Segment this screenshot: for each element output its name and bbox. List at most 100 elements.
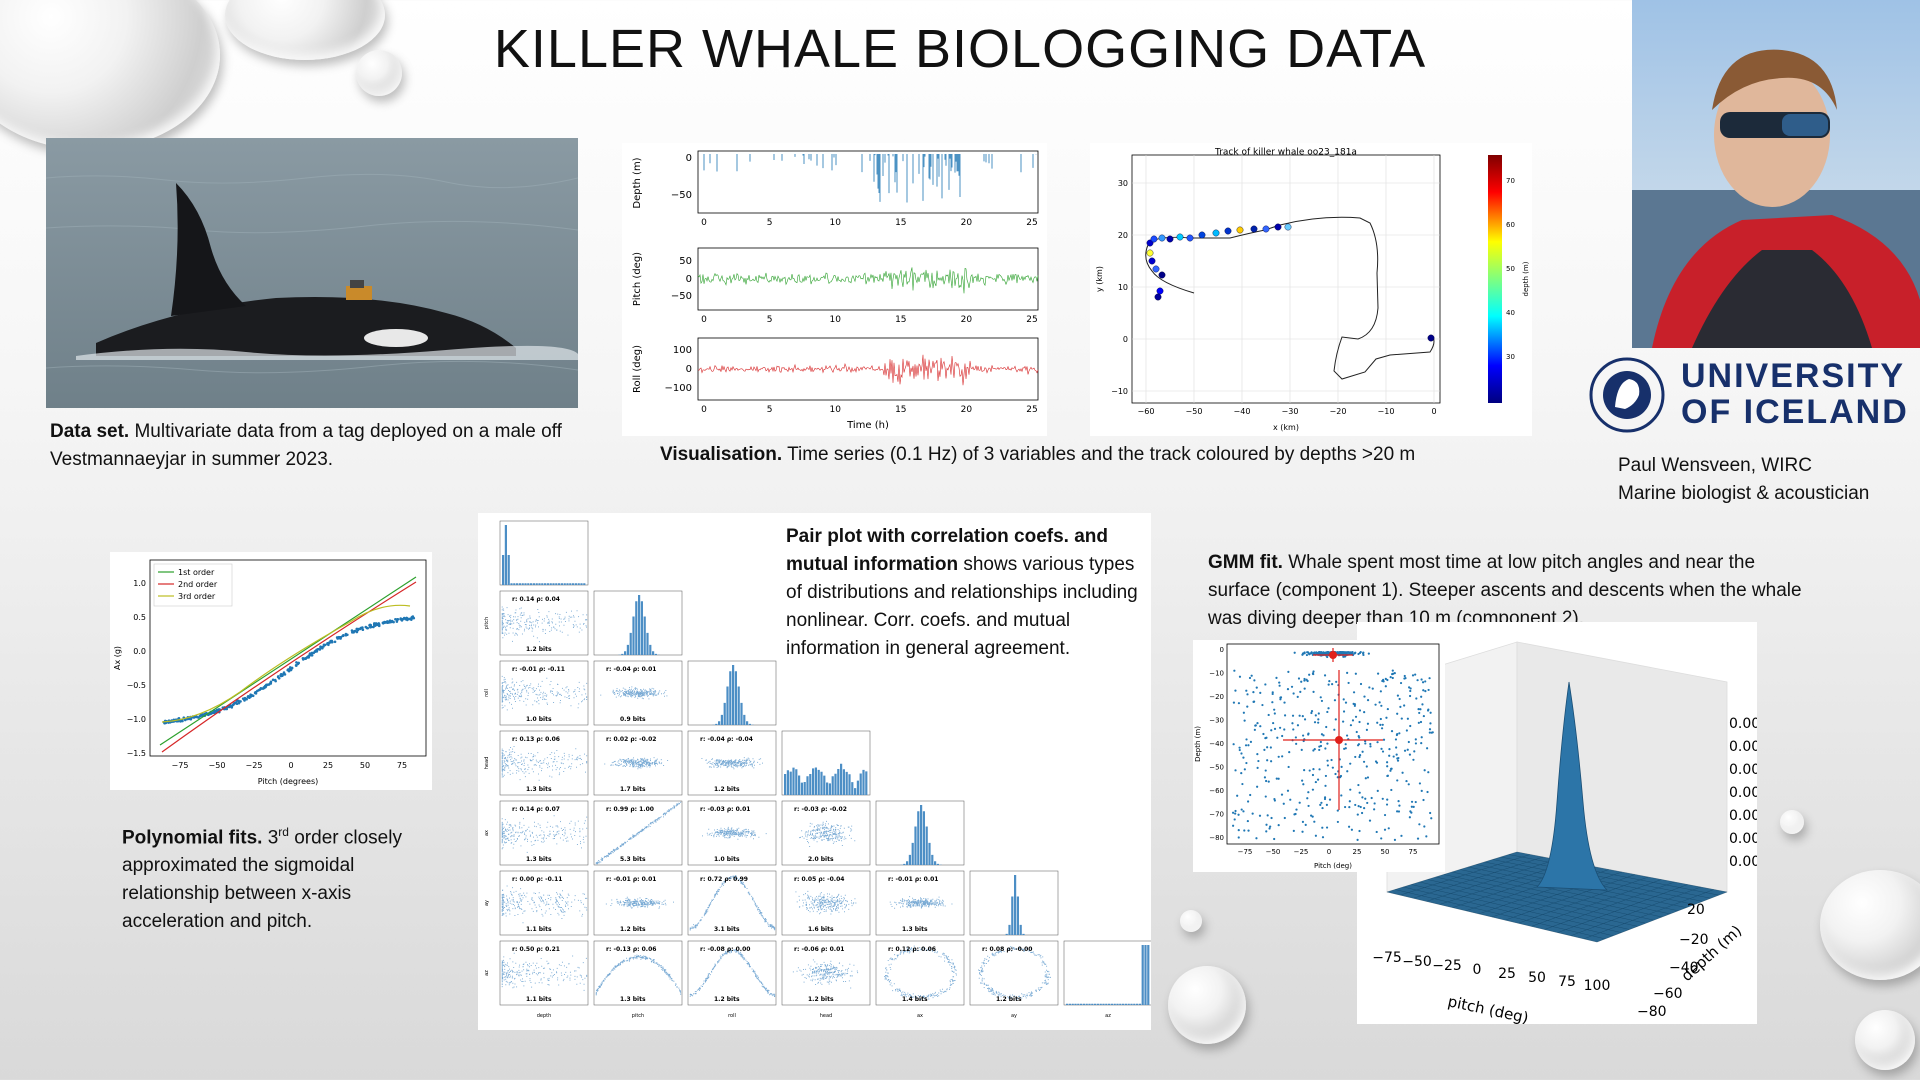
gmm-scatter-point	[1339, 774, 1343, 778]
poly-data-point	[341, 634, 345, 638]
pair-cell	[593, 800, 683, 866]
pair-histogram	[596, 595, 680, 655]
university-logo: UNIVERSITY OF ICELAND	[1585, 355, 1915, 435]
gmm-scatter-point	[1364, 742, 1367, 745]
gmm-scatter-point	[1420, 741, 1423, 745]
y3d-tick-label: −40	[1669, 960, 1699, 976]
gmm-scatter-point	[1257, 759, 1260, 763]
surface-gridline	[1460, 869, 1671, 915]
gmm-scatter-point	[1318, 768, 1321, 771]
gmm-scatter-point	[1355, 730, 1358, 734]
gmm-scatter-point	[1415, 697, 1418, 700]
gmm-scatter-point	[1310, 711, 1313, 715]
pair-cell	[875, 940, 965, 1006]
gmm-scatter-point	[1319, 744, 1323, 748]
gmm-scatter-point	[1308, 653, 1311, 656]
gmm-scatter-x-tick-label: −75	[1238, 848, 1253, 856]
gmm-scatter-point	[1278, 726, 1282, 729]
pair-correlation-label: r: -0.03 ρ: 0.01	[700, 806, 750, 813]
polyfit-superscript: rd	[278, 825, 289, 839]
gmm-scatter-point	[1414, 800, 1417, 804]
gmm-scatter-point	[1395, 753, 1398, 756]
gmm-scatter-point	[1349, 724, 1353, 727]
poly-data-point	[189, 717, 193, 720]
poly-data-point	[322, 643, 326, 647]
gmm-scatter-point	[1310, 814, 1313, 817]
gmm-scatter-point	[1411, 674, 1415, 677]
gmm-scatter-point	[1357, 735, 1360, 738]
gmm-scatter-x-tick-label: 25	[1353, 848, 1362, 856]
gmm-scatter-point	[1256, 785, 1259, 788]
poly-ylabel: Ax (g)	[113, 646, 122, 670]
pair-cell-axes	[499, 940, 589, 1006]
gmm-scatter-point	[1237, 836, 1240, 839]
gmm-scatter-point	[1387, 827, 1390, 830]
gmm-scatter-point	[1384, 685, 1387, 688]
gmm-scatter-point	[1379, 690, 1382, 693]
gmm-scatter-point	[1270, 729, 1273, 732]
gmm-scatter-point	[1275, 777, 1278, 780]
gmm-scatter-point	[1331, 683, 1334, 686]
pair-cell-axes	[687, 870, 777, 936]
gmm-scatter-point	[1401, 771, 1404, 774]
gmm-scatter-point	[1292, 728, 1295, 731]
gmm-scatter-y-tick-label: −60	[1209, 787, 1224, 795]
poly-data-point	[374, 623, 378, 627]
pair-correlation-label: r: 0.14 ρ: 0.07	[512, 806, 560, 813]
gmm-scatter-point	[1420, 789, 1423, 792]
gmm-scatter-point	[1365, 765, 1368, 768]
pair-cell-axes	[499, 730, 589, 796]
pair-scatter	[600, 686, 668, 700]
pair-x-variable-label: az	[1105, 1013, 1111, 1019]
gmm-scatter-point	[1303, 687, 1306, 690]
gmm-scatter-point	[1407, 783, 1410, 786]
gmm-scatter-point	[1385, 761, 1389, 764]
gmm-scatter-point	[1283, 714, 1287, 717]
pair-mutual-info-label: 1.6 bits	[808, 926, 834, 933]
pair-cell	[499, 590, 589, 656]
gmm-scatter-point	[1326, 651, 1330, 654]
depth-axis-label: Depth (m)	[632, 157, 643, 208]
gmm-scatter-point	[1345, 734, 1349, 737]
gmm-scatter-point	[1396, 732, 1399, 736]
gmm-scatter-point	[1312, 749, 1315, 752]
track-x-tick-label: −50	[1186, 407, 1203, 416]
depth-tick-label: 0	[686, 153, 692, 164]
time-axis-label: Time (h)	[846, 420, 889, 431]
gmm-scatter-point	[1270, 816, 1273, 820]
gmm-scatter-point	[1302, 652, 1305, 655]
pair-mutual-info-label: 3.1 bits	[714, 926, 740, 933]
track-y-tick-label: 0	[1123, 335, 1128, 344]
gmm-scatter-point	[1319, 696, 1322, 699]
pair-cell	[499, 730, 589, 796]
poly-data-point	[319, 645, 322, 648]
pair-scatter	[702, 826, 767, 840]
pair-correlation-label: r: -0.04 ρ: -0.04	[700, 736, 753, 743]
gmm-scatter-point	[1416, 837, 1420, 840]
pair-cell-axes	[499, 800, 589, 866]
poly-data-point	[372, 625, 375, 629]
gmm-scatter-x-tick-label: −25	[1294, 848, 1309, 856]
y3d-tick-label: −20	[1679, 932, 1709, 948]
poly-data-point	[295, 664, 298, 667]
gmm-scatter-point	[1366, 699, 1370, 702]
gmm-scatter-point	[1319, 740, 1322, 744]
gmm-scatter-point	[1385, 716, 1388, 719]
gmm-scatter-point	[1407, 740, 1410, 744]
poly-data-point	[246, 694, 250, 698]
gmm-scatter-point	[1323, 796, 1327, 799]
pair-cell	[499, 800, 589, 866]
gmm-scatter-point	[1365, 728, 1369, 731]
gmm-scatter-point	[1237, 813, 1240, 816]
gmm-scatter-point	[1404, 677, 1407, 680]
gmm-scatter-point	[1286, 688, 1290, 691]
pair-scatter	[501, 952, 588, 991]
poly-data-point	[358, 627, 362, 631]
gmm-scatter-point	[1357, 805, 1360, 808]
gmm-scatter-point	[1312, 670, 1315, 673]
university-name-line2: OF ICELAND	[1681, 393, 1909, 431]
gmm-scatter-point	[1243, 829, 1246, 832]
pair-correlation-label: r: 0.02 ρ: -0.02	[606, 736, 656, 743]
time-tick-label: 15	[895, 218, 906, 228]
pair-histogram	[784, 763, 868, 795]
